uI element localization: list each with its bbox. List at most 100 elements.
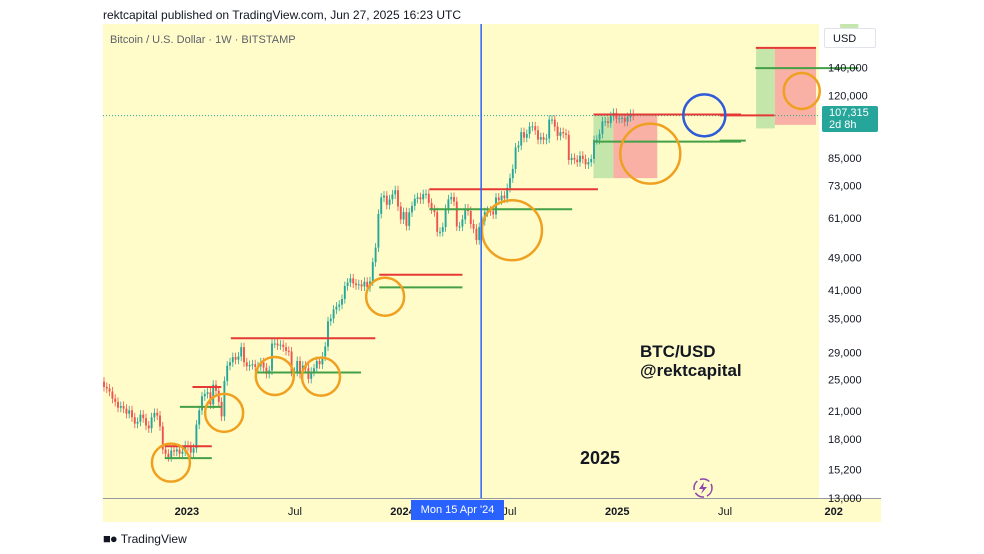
- candle-body: [623, 117, 626, 122]
- candle-body: [618, 118, 621, 120]
- candle-body: [153, 412, 156, 418]
- candle: [439, 227, 441, 237]
- candle: [332, 305, 335, 324]
- candle: [282, 340, 285, 352]
- candle-body: [131, 410, 133, 418]
- candle-body: [598, 133, 601, 140]
- candle-body: [433, 209, 436, 213]
- candle: [231, 352, 234, 367]
- candle: [349, 273, 352, 288]
- price-chart[interactable]: 140,000 120,000 85,000 73,000 61,000 49,000 41…: [103, 24, 881, 522]
- candle: [545, 134, 548, 145]
- candle-body: [405, 212, 408, 226]
- candle-body: [175, 449, 178, 452]
- chart-area[interactable]: 140,000 120,000 85,000 73,000 61,000 49,000 41…: [103, 24, 881, 522]
- pair-text: BTC/USD: [640, 342, 716, 361]
- candle-body: [234, 357, 237, 360]
- candle-body: [360, 284, 363, 287]
- candle: [343, 281, 346, 304]
- candle: [548, 115, 551, 144]
- candle-body: [321, 356, 324, 365]
- candle: [593, 135, 595, 164]
- candle-body: [114, 398, 117, 402]
- candle: [475, 224, 478, 245]
- candle-body: [279, 344, 282, 346]
- candle: [601, 116, 604, 139]
- candle: [341, 294, 343, 310]
- candle: [453, 192, 455, 207]
- candle: [411, 201, 413, 218]
- candle-body: [156, 412, 159, 416]
- candle: [408, 207, 411, 231]
- candle-body: [133, 417, 136, 424]
- time-tick-label: 2025: [605, 506, 629, 518]
- candle: [528, 122, 531, 139]
- candle-body: [273, 343, 276, 345]
- candle-body: [229, 362, 231, 366]
- price-axis-background: [819, 24, 881, 498]
- candle-body: [391, 194, 394, 200]
- candle: [357, 279, 360, 290]
- candle-body: [105, 386, 108, 389]
- price-tick-label: 140,000: [828, 62, 868, 74]
- price-tick-label: 73,000: [828, 180, 862, 192]
- candle-body: [145, 418, 147, 426]
- candle-body: [147, 425, 150, 429]
- candle: [105, 382, 108, 394]
- candle-body: [472, 224, 475, 229]
- candle-body: [464, 208, 467, 220]
- candle-body: [119, 406, 122, 408]
- time-tick-label: Jul: [718, 506, 732, 518]
- candle-body: [167, 453, 170, 458]
- candle-body: [408, 212, 411, 226]
- candle-body: [164, 449, 167, 454]
- candle: [565, 128, 567, 140]
- candle: [430, 198, 433, 214]
- candle-body: [343, 286, 346, 300]
- candle-body: [226, 365, 229, 382]
- candle: [299, 356, 301, 379]
- candle: [131, 405, 133, 422]
- candle-body: [551, 119, 553, 121]
- bar-countdown: 2d 8h: [829, 119, 857, 131]
- candle-body: [122, 406, 125, 409]
- candle-body: [315, 360, 318, 369]
- candle-body: [601, 121, 604, 134]
- candle: [433, 204, 436, 217]
- price-tick-label: 21,000: [828, 406, 862, 418]
- candle: [531, 121, 534, 132]
- candle: [201, 391, 203, 415]
- publish-info: rektcapital published on TradingView.com…: [103, 8, 461, 22]
- price-tick-label: 25,000: [828, 375, 862, 387]
- candle-body: [327, 321, 329, 347]
- candle-body: [111, 391, 114, 399]
- candle: [539, 132, 542, 145]
- retest-circle: [300, 356, 342, 397]
- candle: [604, 116, 607, 126]
- candle-body: [377, 213, 380, 248]
- candle-body: [212, 384, 215, 405]
- candle: [623, 113, 626, 127]
- candle-body: [537, 130, 539, 140]
- candle: [615, 108, 618, 124]
- candle-body: [136, 421, 139, 424]
- candle: [458, 222, 461, 232]
- candle-body: [254, 364, 257, 367]
- candle-body: [237, 356, 240, 360]
- candle-body: [520, 132, 523, 146]
- candle-body: [125, 408, 128, 414]
- currency-button[interactable]: USD: [824, 28, 876, 48]
- candle-body: [262, 362, 265, 368]
- candle: [413, 194, 416, 211]
- candle: [307, 363, 310, 384]
- candle-body: [352, 278, 355, 284]
- candle: [525, 129, 528, 143]
- candle: [584, 154, 587, 169]
- candle-body: [559, 132, 562, 136]
- tradingview-logo-icon: ■●: [103, 531, 118, 546]
- candle: [573, 153, 576, 165]
- candle-body: [324, 346, 327, 357]
- plot-background: [103, 24, 819, 498]
- retest-circle: [619, 122, 682, 185]
- candle-body: [581, 155, 584, 159]
